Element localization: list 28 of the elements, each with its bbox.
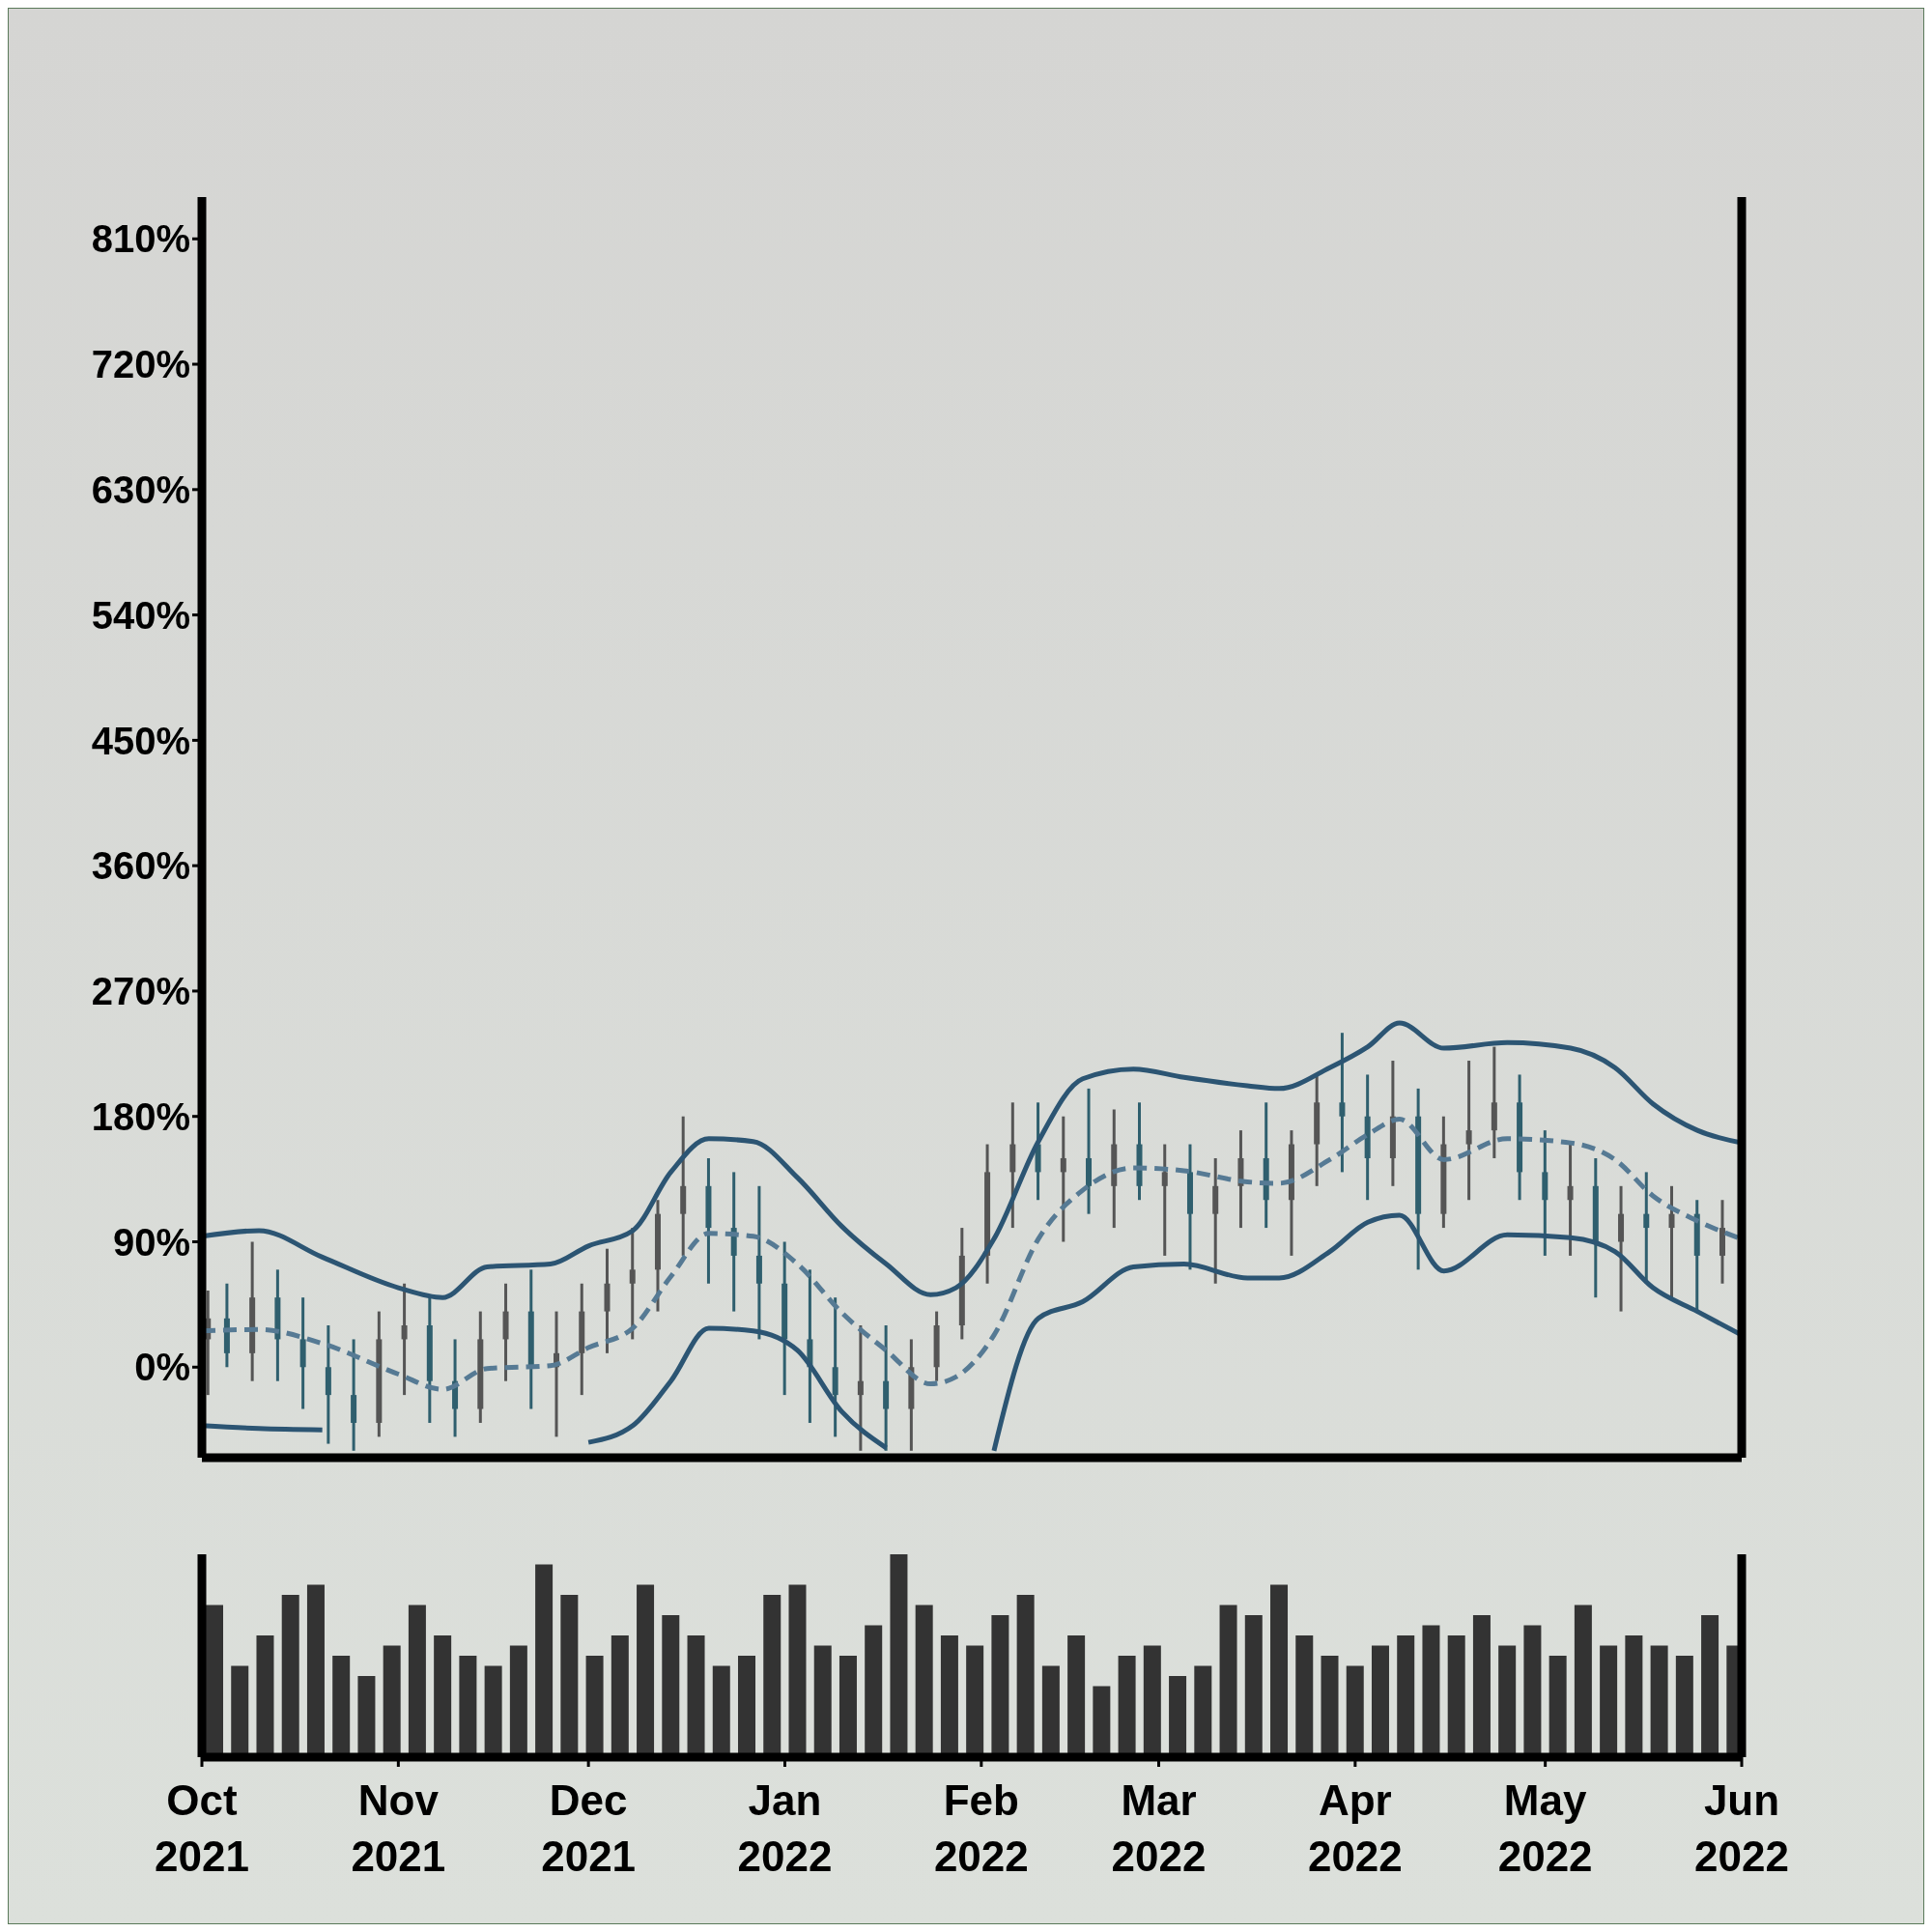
x-tick-label: Dec 2021 [541, 1776, 637, 1880]
candlestick [1465, 1061, 1472, 1202]
y-tick-label: 360% [91, 844, 190, 888]
y-tick-label: 630% [91, 469, 190, 512]
y-tick-label: 90% [112, 1220, 190, 1264]
y-tick-label: 810% [91, 217, 190, 261]
candlestick [1060, 1116, 1066, 1242]
x-tick-label: Jun 2022 [1694, 1776, 1789, 1880]
x-tick-label: May 2022 [1497, 1776, 1593, 1880]
candlestick [1339, 1033, 1346, 1173]
candlestick [1161, 1144, 1168, 1256]
candlestick [629, 1228, 636, 1340]
y-tick-label: 450% [91, 719, 190, 762]
y-tick-label: 720% [91, 343, 190, 386]
candlestick [401, 1283, 408, 1397]
x-tick-label: Feb 2022 [933, 1776, 1029, 1880]
candlestick [1567, 1144, 1574, 1256]
x-tick-label: Mar 2022 [1111, 1776, 1207, 1880]
y-tick-label: 540% [91, 593, 190, 637]
x-tick-label: Nov 2021 [351, 1776, 446, 1880]
x-tick-label: Apr 2022 [1307, 1776, 1403, 1880]
y-tick-label: 270% [91, 970, 190, 1013]
x-tick-label: Jan 2022 [737, 1776, 833, 1880]
candlestick [857, 1325, 864, 1451]
x-tick-label: Oct 2021 [155, 1776, 249, 1880]
y-tick-label: 180% [91, 1094, 190, 1138]
candlestick [1668, 1184, 1675, 1298]
y-tick-label: 0% [134, 1346, 190, 1389]
